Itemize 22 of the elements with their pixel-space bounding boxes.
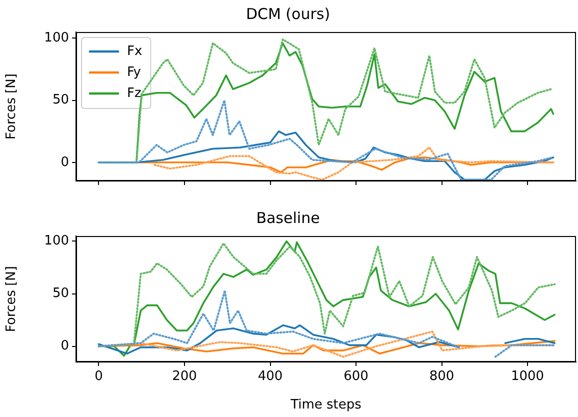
line-series — [153, 146, 554, 181]
x-tick-label: 1000 — [510, 369, 544, 384]
legend-label: Fy — [127, 64, 142, 80]
x-tick-label: 0 — [94, 369, 103, 384]
y-axis-title: Forces [N] — [4, 74, 20, 140]
x-tick-label: 200 — [172, 369, 197, 384]
line-series — [98, 99, 554, 181]
x-tick-label: 400 — [258, 369, 283, 384]
x-tick-label: 600 — [344, 369, 368, 384]
y-axis-title: Forces [N] — [4, 266, 20, 332]
x-axis-title: Time steps — [290, 398, 362, 413]
y-tick-label: 0 — [60, 338, 69, 354]
x-tick-label: 800 — [429, 369, 454, 384]
y-tick-label: 100 — [44, 234, 69, 249]
y-tick-label: 100 — [44, 30, 69, 46]
y-tick-label: 0 — [60, 154, 69, 170]
y-tick-label: 50 — [52, 92, 69, 108]
chart-title: Baseline — [256, 208, 320, 227]
legend-label: Fz — [127, 86, 142, 101]
chart-title: DCM (ours) — [246, 4, 330, 23]
legend-label: Fx — [127, 44, 142, 59]
y-tick-label: 50 — [52, 286, 69, 302]
